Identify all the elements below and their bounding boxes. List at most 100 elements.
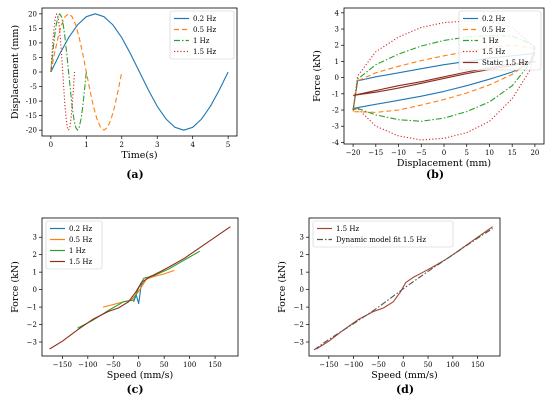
legend-label-4: Static 1.5 Hz xyxy=(482,59,528,67)
y-tick-label: 15 xyxy=(28,25,37,33)
x-tick-label: −50 xyxy=(106,361,121,369)
legend-label-3: 1.5 Hz xyxy=(482,48,505,56)
series-group xyxy=(313,226,493,351)
series-line-3 xyxy=(50,13,76,131)
plot-frame xyxy=(41,217,239,357)
plot-frame xyxy=(308,217,501,357)
x-tick-label: 5 xyxy=(464,149,468,157)
x-tick-label: 2 xyxy=(120,141,124,149)
x-tick-label: −15 xyxy=(368,149,383,157)
y-tick-label: 2 xyxy=(33,251,37,259)
panel-b: −20 −15 −10 −5 0 5 10 15 20 -4 -3 -2 -1 0 1 2 3 4 Displace… xyxy=(312,7,545,181)
series-line-3 xyxy=(352,20,536,141)
y-tick-label: 4 xyxy=(335,9,340,17)
y-axis-label: Force (kN) xyxy=(312,50,323,102)
x-tick-label: 0 xyxy=(136,361,140,369)
x-tick-label: 4 xyxy=(190,141,195,149)
x-tick-label: −150 xyxy=(319,361,338,369)
y-tick-label: -20 xyxy=(26,127,37,135)
series-group xyxy=(50,13,229,131)
x-axis-label: Displacement (mm) xyxy=(397,158,491,169)
x-tick-label: 100 xyxy=(446,361,459,369)
x-tick-label: 1 xyxy=(84,141,88,149)
x-tick-label: 150 xyxy=(471,361,484,369)
legend-label-2: 1 Hz xyxy=(482,37,499,45)
x-tick-label: −20 xyxy=(346,149,361,157)
x-tick-label: −150 xyxy=(53,361,72,369)
x-tick-label: −50 xyxy=(371,361,386,369)
y-tick-label: 1 xyxy=(33,269,37,277)
y-tick-label: 3 xyxy=(300,234,304,242)
series-line-1 xyxy=(102,269,175,308)
legend-label-0: 0.2 Hz xyxy=(482,15,505,23)
legend-label-1: 0.5 Hz xyxy=(482,26,505,34)
x-tick-label: 3 xyxy=(155,141,159,149)
legend: 0.2 Hz 0.5 Hz 1 Hz 1.5 Hz xyxy=(45,220,103,270)
y-tick-label: -5 xyxy=(30,83,37,91)
y-tick-label: −3 xyxy=(294,339,304,347)
y-tick-label: -4 xyxy=(332,139,339,147)
panel-d: −150 −100 −50 0 50 100 150 −3 −2 −1 0 1 2 3 Speed (mm/… xyxy=(277,217,501,396)
y-tick-label: -15 xyxy=(26,112,37,120)
y-axis-label: Force (kN) xyxy=(10,261,21,313)
y-axis-label: Displacement (mm) xyxy=(10,25,21,119)
legend: 1.5 Hz Dynamic model fit 1.5 Hz xyxy=(312,220,454,248)
x-tick-label: 0 xyxy=(401,361,405,369)
legend-box xyxy=(458,10,542,71)
series-line-3 xyxy=(49,226,231,350)
x-tick-label: 10 xyxy=(485,149,494,157)
y-tick-label: 0 xyxy=(300,286,304,294)
legend-box xyxy=(312,220,454,248)
x-axis-label: Time(s) xyxy=(121,150,157,161)
y-tick-label: 1 xyxy=(300,269,304,277)
y-tick-label: 20 xyxy=(28,10,37,18)
legend-label-2: 1 Hz xyxy=(69,247,86,255)
legend: 0.2 Hz 0.5 Hz 1 Hz 1.5 Hz Static 1.5 Hz xyxy=(458,10,542,71)
series-line-0 xyxy=(50,13,229,131)
x-tick-label: 150 xyxy=(208,361,221,369)
legend-box xyxy=(45,220,103,270)
legend-label-0: 0.2 Hz xyxy=(69,225,92,233)
x-tick-label: 15 xyxy=(508,149,517,157)
legend-label-0: 1.5 Hz xyxy=(336,225,359,233)
y-tick-label: 3 xyxy=(33,234,37,242)
x-tick-label: 100 xyxy=(183,361,196,369)
panel-label: (c) xyxy=(126,383,143,396)
x-tick-label: 20 xyxy=(530,149,539,157)
y-tick-label: 0 xyxy=(335,74,339,82)
y-tick-label: 3 xyxy=(335,26,339,34)
y-tick-label: 0 xyxy=(33,69,37,77)
panel-label: (d) xyxy=(396,383,414,396)
panel-label: (b) xyxy=(426,168,444,181)
y-tick-label: −1 xyxy=(294,304,304,312)
y-tick-label: -2 xyxy=(332,107,339,115)
y-tick-label: 2 xyxy=(335,42,339,50)
x-tick-label: −100 xyxy=(78,361,97,369)
series-line-0 xyxy=(316,226,493,350)
legend: 0.2 Hz 0.5 Hz 1 Hz 1.5 Hz xyxy=(169,10,235,60)
y-tick-label: -10 xyxy=(26,98,37,106)
panel-c: −150 −100 −50 0 50 100 150 −3 −2 −1 0 1 2 3 Speed (mm/… xyxy=(10,217,239,396)
y-tick-label: -3 xyxy=(332,123,339,131)
legend-label-1: 0.5 Hz xyxy=(193,26,216,34)
x-axis-label: Speed (mm/s) xyxy=(107,370,173,381)
y-tick-label: 1 xyxy=(335,58,339,66)
series-line-1 xyxy=(313,228,493,351)
series-line-2 xyxy=(50,13,87,131)
x-tick-label: 5 xyxy=(226,141,230,149)
y-tick-label: 0 xyxy=(33,286,37,294)
y-tick-label: 5 xyxy=(33,54,37,62)
y-axis-label: Force (kN) xyxy=(277,261,288,313)
legend-label-1: Dynamic model fit 1.5 Hz xyxy=(336,236,426,244)
series-group xyxy=(49,226,231,350)
y-tick-label: −2 xyxy=(27,321,37,329)
panel-label: (a) xyxy=(126,168,144,181)
x-axis-label: Speed (mm/s) xyxy=(371,370,437,381)
legend-label-0: 0.2 Hz xyxy=(193,15,216,23)
y-tick-label: −3 xyxy=(27,339,37,347)
series-line-1 xyxy=(352,44,536,113)
x-tick-label: −100 xyxy=(344,361,363,369)
y-tick-label: −1 xyxy=(27,304,37,312)
x-tick-label: 0 xyxy=(442,149,446,157)
